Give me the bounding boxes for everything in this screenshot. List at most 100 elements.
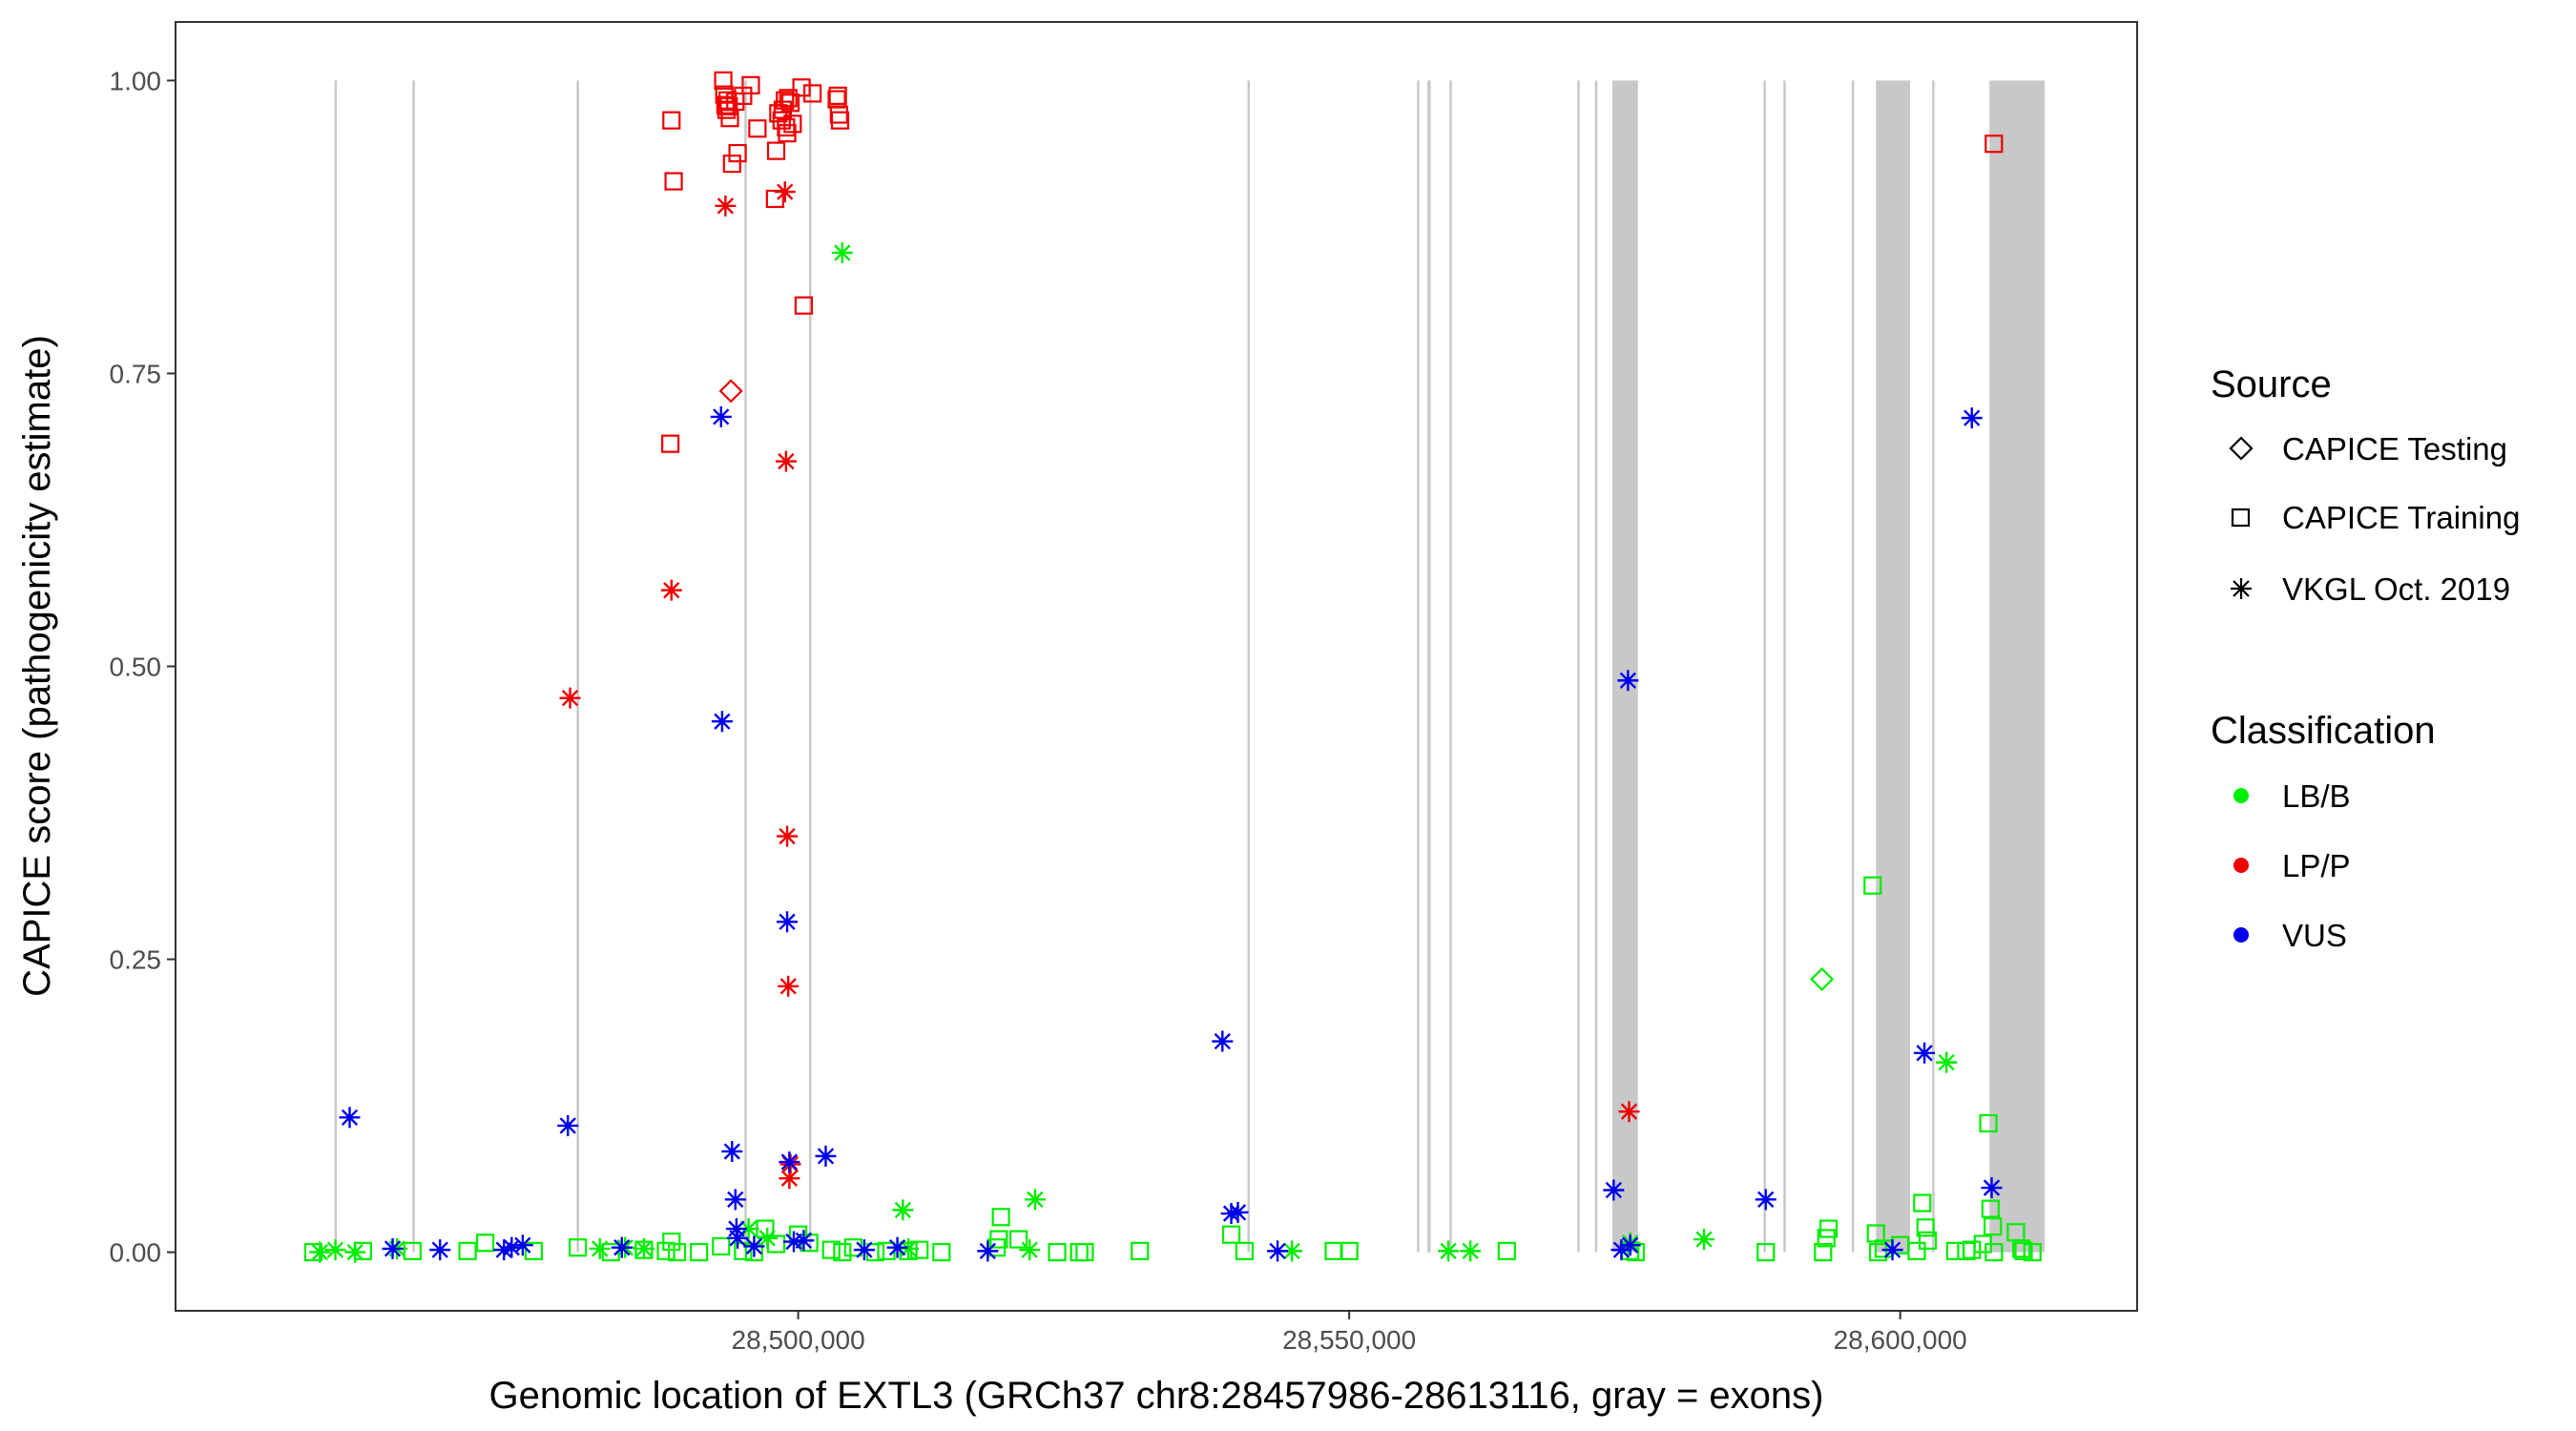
square-point bbox=[661, 434, 680, 453]
asterisk-point bbox=[344, 1241, 366, 1263]
square-point bbox=[1009, 1230, 1028, 1249]
exon-band bbox=[334, 80, 338, 1253]
asterisk-point bbox=[777, 825, 799, 847]
asterisk-point bbox=[339, 1107, 361, 1129]
legend-item-capice-testing: CAPICE Testing bbox=[2229, 431, 2507, 467]
square-point bbox=[1981, 1199, 2000, 1218]
asterisk-point bbox=[429, 1239, 451, 1261]
exon-band bbox=[1932, 80, 1935, 1253]
exon-band bbox=[1611, 80, 1638, 1253]
square-point bbox=[778, 124, 797, 143]
square-point bbox=[1048, 1242, 1067, 1262]
asterisk-point bbox=[1619, 1234, 1641, 1256]
asterisk-point bbox=[1024, 1189, 1046, 1211]
square-point bbox=[1984, 1242, 2004, 1262]
square-point bbox=[712, 1236, 731, 1256]
square-point bbox=[475, 1234, 495, 1253]
square-point bbox=[1497, 1241, 1516, 1260]
asterisk-point bbox=[1936, 1051, 1958, 1073]
square-point bbox=[777, 117, 796, 137]
square-point bbox=[458, 1241, 477, 1260]
square-point bbox=[1075, 1242, 1094, 1262]
square-point bbox=[932, 1242, 951, 1262]
square-point bbox=[2023, 1242, 2042, 1262]
square-icon bbox=[2231, 508, 2251, 528]
square-point bbox=[833, 1242, 852, 1262]
legend-title-source: Source bbox=[2211, 363, 2332, 405]
square-point bbox=[1221, 1225, 1241, 1244]
asterisk-point bbox=[493, 1239, 515, 1261]
asterisk-point bbox=[1603, 1179, 1625, 1201]
y-axis: 0.00 0.25 0.50 0.75 1.00 bbox=[110, 66, 176, 1268]
asterisk-point bbox=[774, 181, 796, 203]
asterisk-point bbox=[611, 1236, 633, 1258]
square-point bbox=[1918, 1231, 1938, 1250]
x-tick-label: 28,500,000 bbox=[732, 1325, 865, 1355]
exon-band bbox=[412, 80, 415, 1253]
asterisk-point bbox=[757, 1227, 779, 1249]
square-point bbox=[1916, 1218, 1935, 1237]
square-point bbox=[664, 172, 683, 191]
exon-band bbox=[576, 80, 579, 1253]
asterisk-point bbox=[559, 687, 581, 709]
exon-band bbox=[744, 80, 747, 1253]
legend: Source CAPICE Testing CAPICE Training VK… bbox=[2211, 363, 2520, 953]
y-tick-label: 0.00 bbox=[110, 1238, 162, 1268]
asterisk-point bbox=[1755, 1189, 1776, 1211]
asterisk-point bbox=[710, 405, 732, 427]
square-point bbox=[1984, 135, 2004, 154]
asterisk-point bbox=[715, 195, 737, 217]
square-point bbox=[1868, 1242, 1888, 1262]
square-point bbox=[776, 91, 795, 110]
exon-band bbox=[1783, 80, 1786, 1253]
asterisk-point bbox=[1281, 1240, 1303, 1262]
square-point bbox=[667, 1242, 687, 1262]
asterisk-point bbox=[777, 911, 799, 933]
asterisk-point bbox=[779, 1151, 800, 1173]
y-tick-label: 1.00 bbox=[110, 66, 162, 95]
square-point bbox=[828, 86, 847, 105]
legend-label-vus: VUS bbox=[2282, 918, 2347, 953]
asterisk-point bbox=[557, 1114, 579, 1136]
square-point bbox=[2012, 1239, 2031, 1258]
square-point bbox=[728, 143, 747, 163]
legend-item-vus: VUS bbox=[2233, 918, 2347, 953]
asterisk-point bbox=[711, 711, 733, 733]
square-point bbox=[1131, 1241, 1150, 1260]
square-point bbox=[1963, 1240, 1982, 1259]
asterisk-point bbox=[1227, 1201, 1249, 1223]
legend-item-capice-training: CAPICE Training bbox=[2231, 500, 2520, 535]
asterisk-point bbox=[1617, 670, 1639, 692]
legend-label-lbb: LB/B bbox=[2282, 778, 2351, 814]
legend-item-lbb: LB/B bbox=[2233, 778, 2351, 814]
asterisk-point bbox=[737, 1218, 759, 1240]
square-point bbox=[821, 1240, 841, 1259]
asterisk-point bbox=[1693, 1229, 1715, 1251]
legend-title-classification: Classification bbox=[2211, 710, 2436, 752]
square-point bbox=[1979, 1113, 1998, 1133]
square-point bbox=[568, 1238, 588, 1257]
exon-band bbox=[1851, 80, 1855, 1253]
square-point bbox=[662, 111, 681, 130]
square-point bbox=[1340, 1241, 1359, 1260]
asterisk-point bbox=[724, 1189, 746, 1211]
exon-bands bbox=[334, 80, 2046, 1253]
square-point bbox=[794, 296, 813, 315]
x-axis-title: Genomic location of EXTL3 (GRCh37 chr8:2… bbox=[489, 1375, 1824, 1417]
red-dot-icon bbox=[2233, 858, 2249, 873]
asterisk-point bbox=[886, 1236, 908, 1258]
asterisk-point bbox=[977, 1240, 999, 1262]
square-point bbox=[719, 96, 738, 116]
asterisk-point bbox=[721, 1140, 743, 1162]
square-point bbox=[779, 89, 798, 108]
legend-label-vkgl: VKGL Oct. 2019 bbox=[2282, 571, 2510, 607]
exon-band bbox=[1577, 80, 1580, 1253]
asterisk-point bbox=[1881, 1239, 1903, 1261]
x-tick-label: 28,550,000 bbox=[1282, 1325, 1416, 1355]
asterisk-point bbox=[1220, 1203, 1242, 1225]
asterisk-point bbox=[793, 1230, 815, 1252]
square-point bbox=[766, 141, 786, 160]
y-axis-title: CAPICE score (pathogenicity estimate) bbox=[16, 335, 58, 997]
asterisk-point bbox=[1438, 1240, 1460, 1262]
